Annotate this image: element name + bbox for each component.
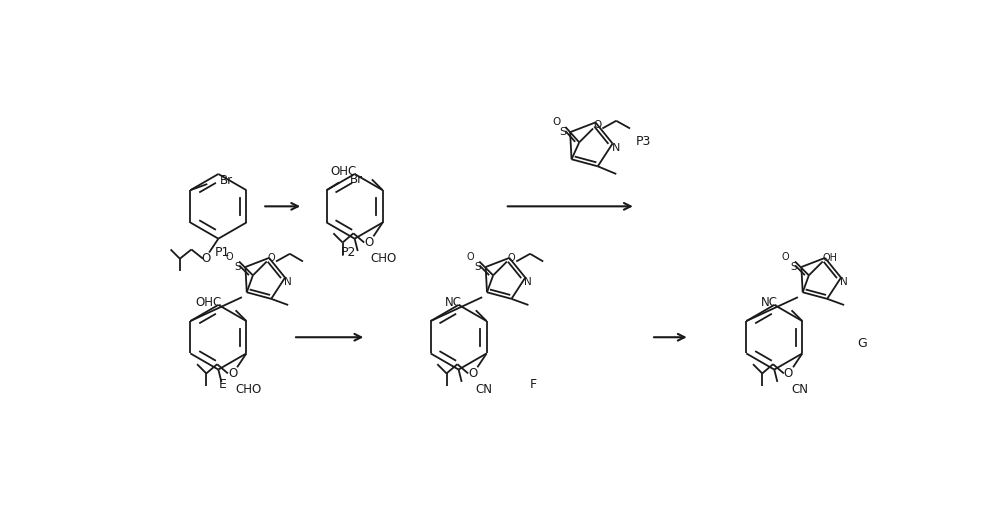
Text: OHC: OHC [195,296,222,309]
Text: O: O [226,252,234,262]
Text: S: S [559,127,566,137]
Text: E: E [218,379,226,391]
Text: O: O [552,117,560,127]
Text: O: O [594,120,602,130]
Text: N: N [611,143,620,153]
Text: G: G [857,337,867,350]
Text: Br: Br [220,175,233,187]
Text: N: N [524,277,532,287]
Text: CN: CN [791,383,808,396]
Text: P1: P1 [215,246,230,259]
Text: P3: P3 [636,135,651,148]
Text: O: O [364,236,373,249]
Text: S: S [475,262,481,272]
Text: O: O [466,252,474,262]
Text: O: O [268,254,275,264]
Text: S: S [790,262,797,272]
Text: OHC: OHC [330,165,356,178]
Text: O: O [508,254,515,264]
Text: O: O [201,252,211,265]
Text: F: F [530,379,537,391]
Text: O: O [228,367,237,380]
Text: OH: OH [823,254,838,264]
Text: S: S [234,262,241,272]
Text: NC: NC [761,296,778,309]
Text: N: N [284,277,292,287]
Text: CHO: CHO [370,252,396,265]
Text: CHO: CHO [235,383,262,396]
Text: Br: Br [350,173,363,186]
Text: N: N [840,277,848,287]
Text: O: O [784,367,793,380]
Text: P2: P2 [341,246,356,259]
Text: NC: NC [445,296,462,309]
Text: O: O [782,252,790,262]
Text: CN: CN [476,383,493,396]
Text: O: O [468,367,477,380]
